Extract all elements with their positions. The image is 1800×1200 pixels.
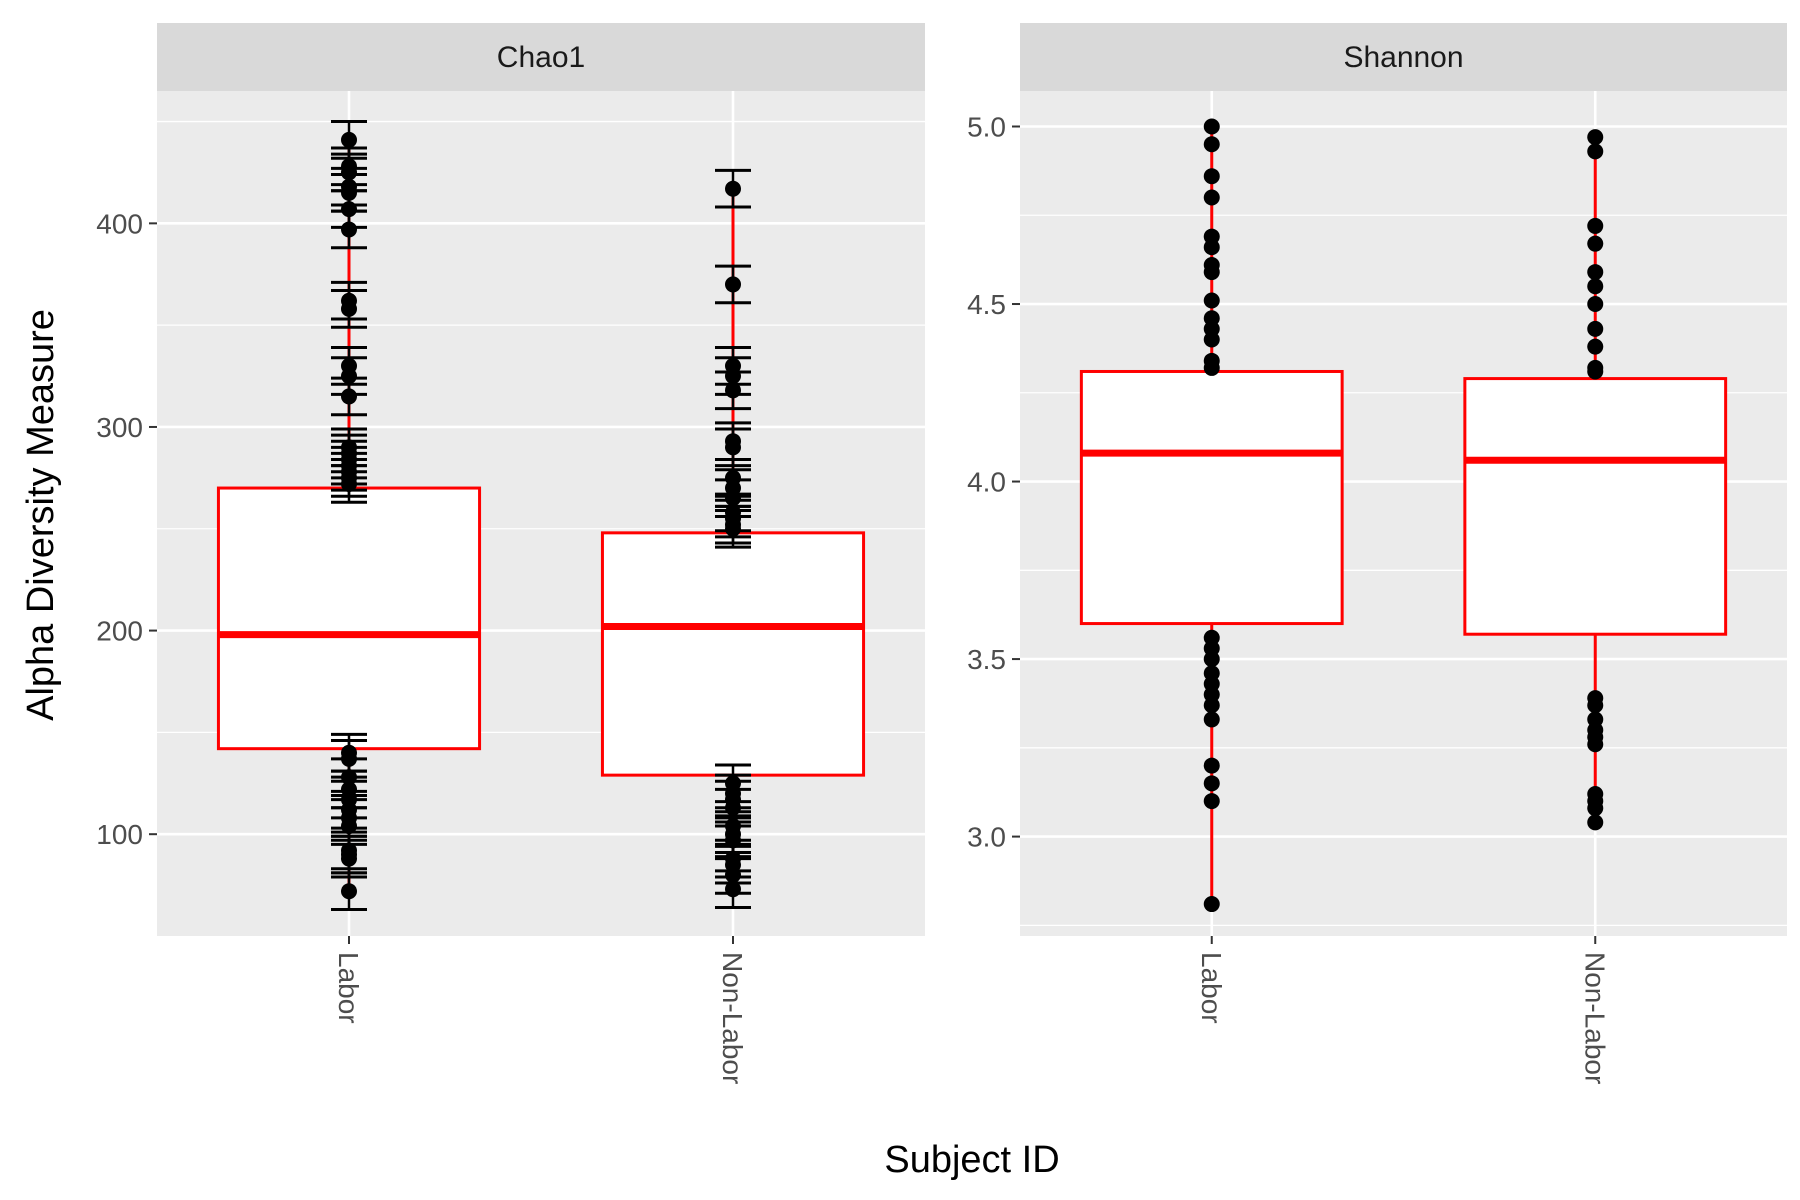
data-point <box>1203 189 1220 206</box>
data-point <box>1587 800 1604 817</box>
y-tick-label: 4.0 <box>967 467 1006 498</box>
data-point <box>1203 118 1220 135</box>
box-body <box>216 486 482 751</box>
box-body <box>600 531 866 777</box>
y-tick-label: 4.5 <box>967 289 1006 320</box>
data-point <box>1587 697 1604 714</box>
data-point <box>1587 129 1604 146</box>
x-tick-label: Non-Labor <box>717 952 748 1084</box>
data-point <box>1203 331 1220 348</box>
data-point <box>1587 264 1604 281</box>
box-group-non-labor <box>600 168 866 909</box>
data-point <box>1203 239 1220 256</box>
data-point <box>341 883 357 900</box>
data-point <box>1203 292 1220 309</box>
data-point <box>1587 217 1604 234</box>
x-tick-label: Non-Labor <box>1579 952 1610 1084</box>
data-point <box>1587 143 1604 160</box>
data-point <box>1587 814 1604 831</box>
box-group-non-labor <box>1463 129 1728 831</box>
data-point <box>1203 896 1220 913</box>
data-point <box>1203 697 1220 714</box>
data-point <box>1587 296 1604 313</box>
box-body <box>1079 369 1344 626</box>
facet-strip-label: Chao1 <box>497 41 585 74</box>
y-tick-label: 3.5 <box>967 644 1006 675</box>
data-point <box>1587 338 1604 355</box>
box-group-labor <box>1079 118 1344 913</box>
data-point <box>1587 235 1604 252</box>
data-point <box>1587 363 1604 380</box>
data-point <box>341 131 357 148</box>
data-point <box>725 439 741 456</box>
data-point <box>1203 651 1220 668</box>
x-axis-title: Subject ID <box>884 1139 1059 1181</box>
data-point <box>341 818 357 835</box>
y-tick-label: 5.0 <box>967 112 1006 143</box>
facet-strip <box>1020 23 1787 91</box>
data-point <box>1203 757 1220 774</box>
data-point <box>341 201 357 218</box>
x-tick-label: Labor <box>1196 952 1227 1024</box>
data-point <box>1587 736 1604 753</box>
data-point <box>1203 168 1220 185</box>
data-point <box>341 300 357 317</box>
box-group-labor <box>216 120 482 912</box>
x-tick-label: Labor <box>333 952 364 1024</box>
facet-strip-label: Shannon <box>1343 41 1463 74</box>
y-tick-label: 200 <box>96 616 143 647</box>
y-axis-title: Alpha Diversity Measure <box>20 309 62 721</box>
data-point <box>341 221 357 238</box>
data-point <box>1587 320 1604 337</box>
y-tick-label: 3.0 <box>967 822 1006 853</box>
data-point <box>341 475 357 492</box>
data-point <box>1203 136 1220 153</box>
box-body <box>1463 377 1728 636</box>
y-tick-label: 100 <box>96 819 143 850</box>
y-tick-label: 300 <box>96 412 143 443</box>
data-point <box>1203 711 1220 728</box>
data-point <box>1203 359 1220 376</box>
data-point <box>341 850 357 867</box>
data-point <box>1587 278 1604 295</box>
data-point <box>725 520 741 537</box>
data-point <box>341 368 357 385</box>
data-point <box>1203 775 1220 792</box>
data-point <box>725 180 741 197</box>
data-point <box>1203 793 1220 810</box>
data-point <box>725 881 741 898</box>
data-point <box>725 276 741 293</box>
data-point <box>1203 264 1220 281</box>
facet-panel-chao1: Chao1 100 200 300 400 Labor Non-Labor <box>96 23 925 1084</box>
facet-strip <box>157 23 925 91</box>
y-tick-label: 400 <box>96 208 143 239</box>
data-point <box>341 388 357 405</box>
data-point <box>725 382 741 399</box>
facet-panel-shannon: Shannon 3.0 3.5 4.0 4.5 5.0 Labor Non-Labor <box>967 23 1787 1084</box>
